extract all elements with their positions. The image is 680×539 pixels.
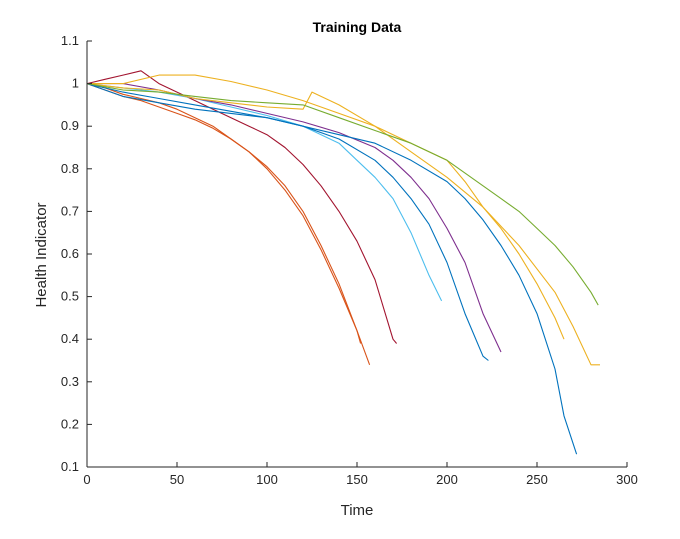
series-line-7 bbox=[86, 83, 578, 455]
y-tick-label-5: 0.6 bbox=[61, 246, 79, 261]
y-tick-label-9: 1 bbox=[72, 76, 79, 91]
x-tick-label-0: 0 bbox=[83, 472, 90, 487]
series-line-8 bbox=[86, 83, 600, 366]
x-tick-label-1: 50 bbox=[170, 472, 184, 487]
series-line-5 bbox=[86, 83, 489, 361]
y-tick-label-7: 0.8 bbox=[61, 161, 79, 176]
y-tick-label-3: 0.4 bbox=[61, 331, 79, 346]
chart-title: Training Data bbox=[313, 19, 402, 35]
y-tick-label-10: 1.1 bbox=[61, 33, 79, 48]
series-group bbox=[86, 70, 600, 455]
axes-group: 0 50 100 150 200 250 300 0.1 0.2 0.3 0.4 0.5 0.6 0.7 0… bbox=[61, 33, 638, 487]
x-tick-label-2: 100 bbox=[256, 472, 278, 487]
y-axis-label: Health Indicator bbox=[33, 202, 50, 307]
y-tick-label-0: 0.1 bbox=[61, 459, 79, 474]
y-tick-label-6: 0.7 bbox=[61, 203, 79, 218]
x-tick-label-6: 300 bbox=[616, 472, 638, 487]
y-tick-label-4: 0.5 bbox=[61, 289, 79, 304]
x-axis-label: Time bbox=[341, 502, 374, 519]
series-line-9 bbox=[87, 74, 565, 340]
series-line-10 bbox=[86, 83, 599, 306]
x-tick-label-4: 200 bbox=[436, 472, 458, 487]
x-tick-label-3: 150 bbox=[346, 472, 368, 487]
y-tick-label-8: 0.9 bbox=[61, 118, 79, 133]
series-line-2 bbox=[86, 83, 362, 344]
series-line-3 bbox=[86, 70, 398, 344]
y-tick-label-1: 0.2 bbox=[61, 416, 79, 431]
y-tick-label-2: 0.3 bbox=[61, 374, 79, 389]
x-tick-label-5: 250 bbox=[526, 472, 548, 487]
